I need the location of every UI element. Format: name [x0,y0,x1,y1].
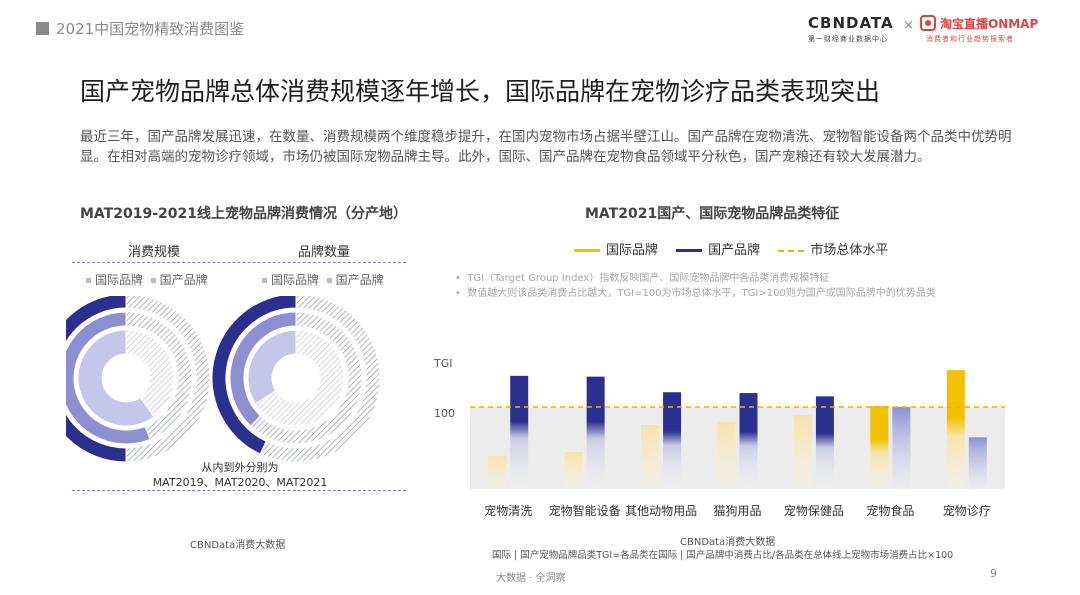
donut1-MAT2021-intl-slice [125,296,211,463]
bar-domestic-3 [739,393,758,489]
category-label-4: 宠物保健品 [784,503,844,518]
donut1-MAT2019-intl-slice [125,329,175,418]
donut1-legend-intl: 国际品牌 [95,273,144,287]
legend-marker-icon [86,278,91,283]
tgi-notes: • TGI（Target Group Index）指数反映国产、国际宠物品牌中各… [455,271,936,301]
bar-intl-1 [564,452,583,489]
left-bottom-dashed-divider [72,490,406,491]
legend-swatch-dashed [778,249,805,252]
bar-intl-3 [717,421,736,489]
donut2-legend-domestic: 国产品牌 [335,273,384,287]
bar-domestic-1 [586,376,605,489]
bar-domestic-2 [663,392,682,489]
donut-charts [66,296,381,463]
bar-intl-6 [946,370,965,489]
donut2-MAT2020-intl-slice [250,311,363,445]
taobao-live-logo: 淘宝直播ONMAP 消费者和行业趋势探索者 [920,13,1050,47]
category-label-0: 宠物清洗 [484,503,532,518]
cbndata-logo: CBNDATA 第一财经商业数据中心 [808,14,904,44]
category-label-6: 宠物诊疗 [943,503,991,518]
donut1-MAT2020-intl-slice [125,311,193,441]
tgi-formula-note: 国际 | 国产宠物品牌品类TGI=各品类在国际 | 国产品牌中消费占比/各品类在… [492,550,954,561]
donut-note-line1: 从内到外分别为 [201,461,279,474]
tgi-tick-100: 100 [434,407,455,420]
donut2-MAT2021-domestic-slice [211,296,297,455]
taobao-live-logo-text: 淘宝直播ONMAP [940,17,1039,31]
tgi-note-2-text: 数值越大则该品类消费占比越大，TGI=100为市场总体水平，TGI>100则为国… [467,288,936,299]
legend-label-domestic: 国产品牌 [708,243,761,258]
bar-domestic-5 [892,407,911,489]
category-label-1: 宠物智能设备 [549,503,621,518]
tgi-legend: 国际品牌 国产品牌 市场总体水平 [574,239,902,258]
legend-marker-icon [262,278,267,283]
tgi-note-1-text: TGI（Target Group Index）指数反映国产、国际宠物品牌中各品类… [467,273,830,284]
donut2-MAT2021-intl-slice [259,296,381,463]
tgi-note-2: • 数值越大则该品类消费占比越大，TGI=100为市场总体水平，TGI>100则… [455,288,936,299]
footer-slogan: 大数据 · 全洞察 [496,573,566,584]
bar-intl-4 [793,415,812,489]
legend-item-domestic: 国产品牌 [676,239,760,258]
bar-domestic-0 [510,375,529,489]
brand-separator: × [903,18,914,33]
donut1-legend-domestic: 国产品牌 [159,273,208,287]
page-headline: 国产宠物品牌总体消费规模逐年增长，国际品牌在宠物诊疗品类表现突出 [80,77,881,106]
page-number: 9 [990,567,997,580]
legend-label-intl: 国际品牌 [606,243,659,258]
legend-swatch-gold [574,249,600,252]
right-section-title: MAT2021国产、国际宠物品牌品类特征 [585,206,840,222]
left-section-title: MAT2019-2021线上宠物品牌消费情况（分产地） [80,206,407,222]
category-label-2: 其他动物用品 [625,504,697,518]
left-source-label: CBNData消费大数据 [190,540,286,551]
category-label-3: 猫狗用品 [713,504,761,518]
tgi-note-1: • TGI（Target Group Index）指数反映国产、国际宠物品牌中各… [455,273,830,284]
donut-brandcount-caption: 品牌数量 [298,245,351,260]
donut1-MAT2019-domestic-slice [77,329,155,427]
donut2-legend: 国际品牌 国产品牌 [262,271,384,288]
left-top-dashed-divider [72,262,406,263]
donut1-legend: 国际品牌 国产品牌 [86,271,208,288]
donut-note-line2: MAT2019、MAT2020、MAT2021 [152,476,328,489]
bar-intl-5 [870,406,889,489]
bar-intl-2 [641,425,660,489]
donut-ring-note: 从内到外分别为 MAT2019、MAT2020、MAT2021 [150,460,330,490]
donut1-MAT2021-domestic-slice [66,296,127,463]
bar-intl-0 [488,456,507,489]
cbndata-logo-text: CBNDATA [808,14,894,32]
tgi-bar-chart: TGI 100 宠物清洗 宠物智能设备 其他动物用品 猫狗用品 宠物保健品 宠物食品 宠物诊… [433,357,1005,518]
top-bar: 2021中国宠物精致消费图鉴 [0,0,1080,48]
bar-domestic-6 [968,437,987,489]
legend-marker-icon [326,278,332,283]
category-label-5: 宠物食品 [866,503,914,518]
legend-swatch-navy [676,249,703,252]
legend-label-market: 市场总体水平 [810,243,889,258]
donut2-MAT2019-intl-slice [254,329,345,427]
legend-item-intl: 国际品牌 [574,239,658,258]
legend-item-market: 市场总体水平 [778,239,888,258]
cbndata-logo-subtitle: 第一财经商业数据中心 [808,35,888,43]
taobao-live-logo-subtitle: 消费者和行业趋势探索者 [926,35,1014,43]
taobao-live-icon [920,15,936,31]
tgi-axis-label: TGI [433,357,453,370]
donut-consumption-caption: 消费规模 [128,245,181,260]
below-market-shaded-area [470,407,1005,489]
title-square-icon [36,22,49,35]
donut2-legend-intl: 国际品牌 [271,273,320,287]
intro-paragraph: 最近三年，国产品牌发展迅速，在数量、消费规模两个维度稳步提升，在国内宠物市场占据… [80,129,1012,165]
donut2-MAT2019-domestic-slice [247,329,297,405]
bar-domestic-4 [815,396,834,489]
document-title: 2021中国宠物精致消费图鉴 [56,20,245,38]
right-source-label: CBNData消费大数据 [680,537,776,548]
legend-marker-icon [150,278,156,283]
